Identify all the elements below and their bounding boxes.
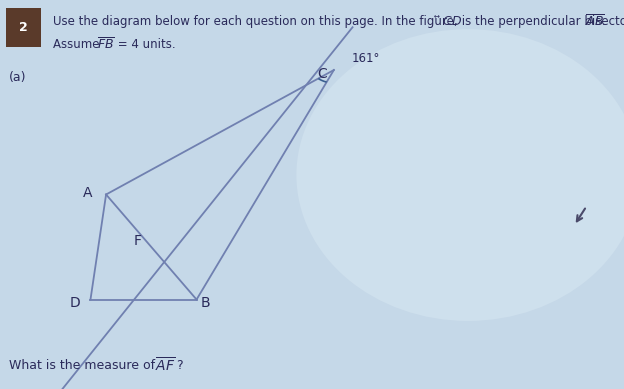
Text: Use the diagram below for each question on this page. In the figure,: Use the diagram below for each question … [53,15,461,28]
Text: What is the measure of: What is the measure of [9,359,160,372]
Text: = 4 units.: = 4 units. [114,38,176,51]
Text: .: . [602,15,606,28]
Ellipse shape [296,29,624,321]
Text: $\overleftrightarrow{CD}$: $\overleftrightarrow{CD}$ [434,14,462,28]
Text: A: A [82,186,92,200]
Text: ?: ? [173,359,184,372]
Text: 161°: 161° [351,52,379,65]
Text: B: B [201,296,211,310]
Text: C: C [318,67,328,81]
Bar [6,8,41,47]
Text: $\overline{AB}$: $\overline{AB}$ [585,14,605,29]
Text: Assume: Assume [53,38,104,51]
Text: (a): (a) [9,71,27,84]
Text: $\overline{AF}$: $\overline{AF}$ [155,356,175,375]
Text: 2: 2 [19,21,27,34]
Text: $\overline{FB}$: $\overline{FB}$ [97,37,114,53]
Text: D: D [69,296,80,310]
Text: is the perpendicular bisector of: is the perpendicular bisector of [458,15,624,28]
Text: F: F [134,234,141,248]
